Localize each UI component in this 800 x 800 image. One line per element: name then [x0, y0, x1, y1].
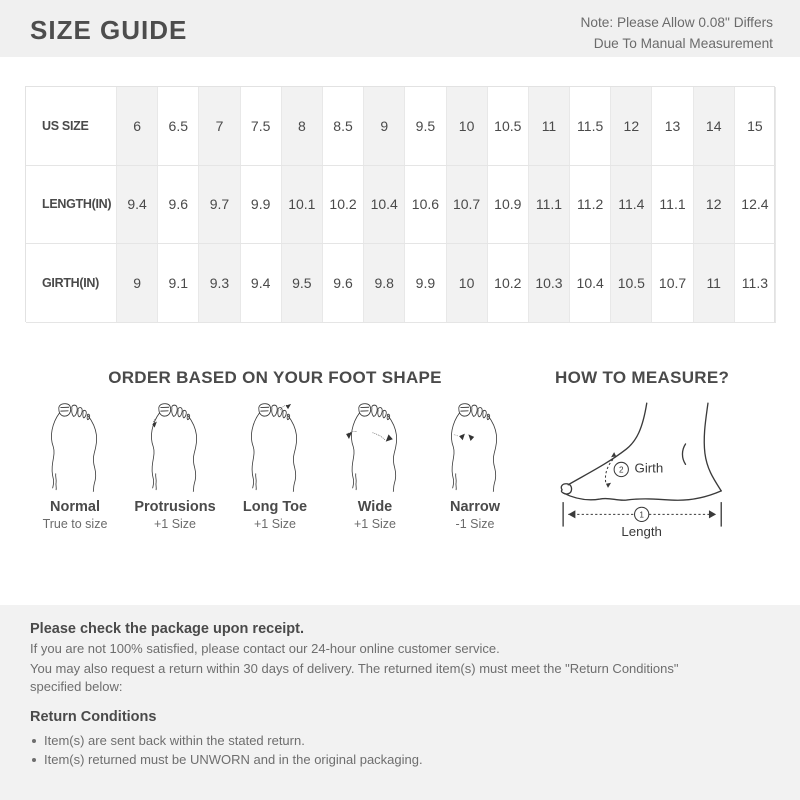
svg-text:1: 1: [639, 510, 644, 519]
svg-text:Length: Length: [621, 524, 662, 539]
svg-text:Girth: Girth: [635, 461, 664, 476]
svg-text:2: 2: [619, 466, 624, 475]
